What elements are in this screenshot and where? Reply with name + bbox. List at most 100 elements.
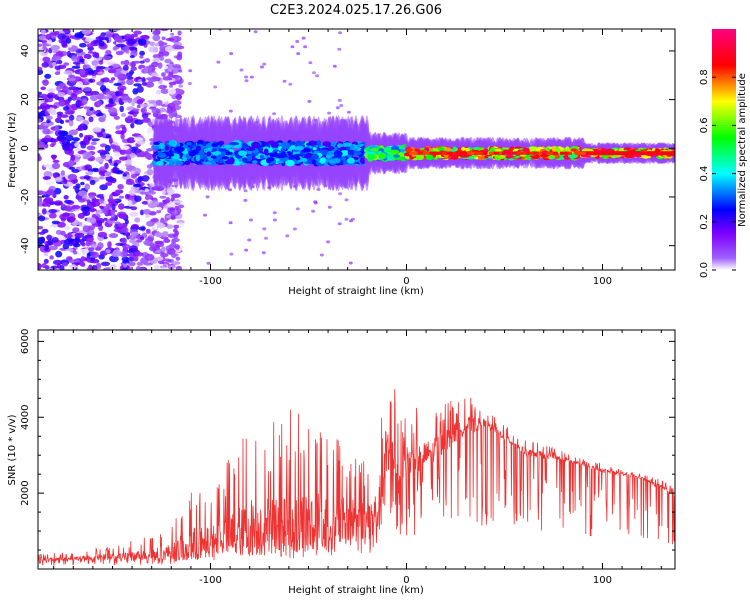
- noise-cell: [56, 59, 63, 65]
- noise-cell: [89, 217, 97, 224]
- noise-cell: [87, 50, 94, 54]
- band-cell: [342, 142, 352, 147]
- noise-cell: [229, 52, 234, 56]
- noise-cell: [101, 131, 107, 139]
- noise-cell: [134, 217, 141, 223]
- noise-cell: [86, 199, 91, 204]
- band-cell: [229, 142, 240, 146]
- band-cell: [570, 148, 577, 152]
- noise-cell: [43, 251, 49, 257]
- noise-cell: [75, 183, 81, 189]
- noise-cell: [243, 198, 248, 202]
- noise-cell: [65, 119, 70, 123]
- noise-cell: [253, 30, 258, 34]
- band-cell: [174, 146, 184, 152]
- noise-cell: [63, 234, 73, 238]
- noise-cell: [97, 242, 104, 249]
- noise-cell: [339, 104, 344, 107]
- noise-cell: [160, 253, 169, 258]
- noise-cell: [126, 78, 134, 86]
- noise-cell: [116, 38, 126, 43]
- noise-cell: [124, 150, 132, 155]
- noise-cell: [130, 170, 136, 175]
- noise-cell: [47, 39, 53, 45]
- noise-cell: [112, 63, 120, 68]
- noise-cell: [67, 173, 78, 181]
- noise-cell: [282, 79, 287, 83]
- noise-cell: [79, 248, 89, 255]
- noise-cell: [105, 249, 111, 254]
- noise-cell: [51, 61, 57, 67]
- noise-cell: [92, 51, 98, 58]
- band-cell: [257, 147, 264, 152]
- noise-cell: [147, 127, 153, 134]
- noise-cell: [133, 183, 141, 188]
- noise-cell: [65, 143, 74, 151]
- noise-cell: [244, 79, 249, 83]
- noise-cell: [74, 232, 85, 238]
- band-cell: [259, 154, 265, 160]
- noise-cell: [123, 59, 130, 66]
- noise-cell: [42, 56, 51, 63]
- noise-cell: [52, 159, 60, 163]
- noise-cell: [43, 197, 54, 203]
- noise-cell: [144, 58, 151, 63]
- noise-cell: [97, 231, 108, 238]
- noise-cell: [132, 108, 140, 112]
- noise-cell: [75, 127, 84, 131]
- noise-cell: [118, 156, 128, 161]
- band-cell: [221, 151, 226, 155]
- band-cell: [445, 147, 451, 151]
- noise-cell: [90, 94, 98, 102]
- noise-cell: [90, 141, 97, 146]
- noise-cell: [90, 90, 100, 96]
- noise-cell: [121, 237, 127, 245]
- noise-cell: [187, 82, 192, 85]
- noise-cell: [51, 139, 59, 143]
- noise-cell: [132, 255, 139, 262]
- noise-cell: [141, 113, 149, 119]
- band-cell: [347, 150, 355, 156]
- noise-cell: [177, 222, 184, 228]
- noise-cell: [99, 166, 107, 171]
- noise-cell: [137, 176, 143, 183]
- noise-cell: [120, 133, 125, 140]
- noise-cell: [38, 189, 43, 196]
- noise-cell: [327, 205, 332, 209]
- noise-cell: [170, 241, 177, 248]
- band-cell: [195, 155, 201, 162]
- noise-cell: [109, 178, 117, 184]
- noise-cell: [169, 207, 175, 212]
- band-cell: [307, 158, 313, 164]
- noise-cell: [124, 193, 130, 200]
- noise-cell: [71, 205, 81, 210]
- noise-cell: [155, 109, 160, 114]
- noise-cell: [88, 78, 94, 83]
- noise-cell: [90, 251, 99, 258]
- noise-cell: [61, 138, 67, 144]
- noise-cell: [54, 125, 59, 131]
- noise-cell: [130, 99, 136, 107]
- noise-cell: [247, 238, 252, 242]
- band-cell: [206, 151, 212, 157]
- noise-cell: [108, 159, 113, 164]
- noise-cell: [107, 91, 116, 95]
- noise-cell: [41, 62, 49, 68]
- band-cell: [223, 144, 232, 149]
- noise-cell: [136, 104, 141, 109]
- noise-cell: [337, 47, 342, 51]
- noise-cell: [96, 194, 106, 199]
- noise-cell: [174, 244, 180, 250]
- noise-cell: [344, 217, 349, 221]
- noise-cell: [43, 171, 53, 178]
- noise-cell: [97, 71, 105, 75]
- noise-cell: [57, 130, 68, 137]
- noise-cell: [78, 198, 86, 203]
- noise-cell: [51, 154, 57, 161]
- band-cell: [273, 152, 278, 158]
- noise-cell: [262, 227, 267, 231]
- noise-cell: [51, 162, 61, 170]
- noise-cell: [348, 261, 353, 265]
- noise-cell: [84, 58, 89, 65]
